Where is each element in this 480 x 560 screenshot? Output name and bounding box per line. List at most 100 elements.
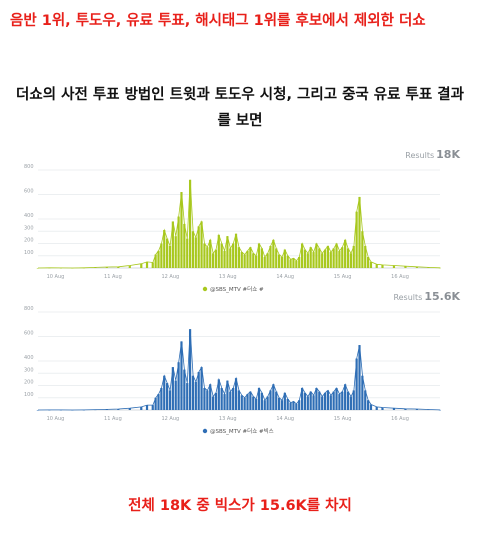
bar [220, 387, 223, 410]
series-line [37, 329, 441, 411]
bar [381, 264, 384, 268]
x-tick-label: 16 Aug [391, 416, 409, 422]
bar [332, 391, 335, 410]
results-label: Results [393, 293, 423, 302]
bar [286, 398, 289, 410]
bar [289, 259, 292, 268]
bar [315, 243, 318, 268]
bar [361, 231, 364, 268]
x-tick-label: 13 Aug [219, 274, 237, 280]
bar [232, 243, 235, 268]
bar [292, 258, 295, 268]
bar [174, 380, 177, 410]
y-tick-label: 300 [24, 367, 34, 373]
bar [344, 239, 347, 268]
results-total: Results 18K [405, 148, 460, 161]
bar [272, 239, 275, 268]
bar [272, 384, 275, 410]
y-tick-label: 800 [24, 164, 34, 170]
bar [246, 394, 249, 410]
bar [329, 252, 332, 268]
bar [358, 196, 361, 268]
bar [214, 392, 218, 410]
x-tick-label: 12 Aug [161, 274, 179, 280]
bar [329, 395, 332, 410]
bar [349, 253, 352, 268]
chart-vixx-svg: 100 200 300 400 600 800 10 Aug 11 Aug 12 Aug 13 A… [24, 306, 441, 435]
y-tick-label: 600 [24, 189, 34, 195]
bar [404, 266, 407, 268]
bar [180, 192, 183, 268]
bar [326, 245, 330, 268]
x-tick-label: 16 Aug [391, 274, 409, 280]
x-tick-label: 10 Aug [47, 274, 65, 280]
bar [280, 400, 284, 410]
bar [140, 263, 143, 268]
bar [263, 400, 266, 410]
bar [309, 247, 312, 268]
bar [209, 239, 212, 268]
bar [140, 406, 143, 410]
bar [166, 383, 169, 410]
y-tick-label: 400 [24, 355, 34, 361]
bar [174, 236, 177, 268]
y-tick-label: 100 [24, 250, 34, 256]
bar [188, 329, 192, 410]
bar [295, 260, 298, 268]
bar [283, 392, 286, 410]
bar [206, 390, 209, 410]
bar [306, 396, 309, 410]
bar [298, 256, 301, 268]
bar [257, 243, 261, 268]
x-tick-label: 12 Aug [161, 416, 179, 422]
x-tick-label: 10 Aug [47, 416, 65, 422]
bar [415, 266, 419, 268]
bar [269, 245, 272, 268]
bar [275, 248, 278, 268]
x-tick-label: 11 Aug [104, 416, 122, 422]
x-tick-label: 14 Aug [276, 274, 294, 280]
bar [303, 249, 307, 268]
bar [364, 390, 367, 410]
bar [263, 256, 266, 268]
bar [177, 216, 180, 268]
bar [404, 408, 407, 410]
series-line [37, 179, 441, 269]
bar [168, 390, 172, 410]
bar [318, 391, 321, 410]
bar [306, 253, 309, 268]
y-tick-label: 200 [24, 238, 34, 244]
bar [246, 250, 249, 268]
bar [117, 409, 120, 410]
bar [151, 405, 154, 410]
bar [321, 396, 324, 410]
bar [200, 367, 203, 410]
bar [338, 250, 341, 268]
bar [226, 236, 229, 268]
bar [278, 254, 281, 268]
bar [367, 400, 370, 410]
bar [209, 384, 212, 410]
bar [171, 367, 174, 410]
headline: 음반 1위, 투도우, 유료 투표, 해시태그 1위를 후보에서 제외한 더쇼 [10, 13, 426, 29]
bar [349, 396, 352, 410]
y-tick-label: 200 [24, 380, 34, 386]
bar [312, 395, 315, 410]
bar [117, 266, 120, 268]
bar [186, 383, 189, 410]
bar [375, 264, 378, 268]
bar [105, 267, 108, 268]
x-tick-label: 15 Aug [334, 274, 352, 280]
x-tick-label: 11 Aug [104, 274, 122, 280]
bar [269, 390, 272, 410]
bar [214, 249, 218, 268]
x-tick-label: 13 Aug [219, 416, 237, 422]
bar [240, 395, 243, 410]
bar [191, 231, 195, 268]
chart-total: Results 18K 100 200 300 400 600 800 10 Aug 11 Au… [20, 148, 460, 296]
legend-label: @SBS_MTV #더쇼 # [210, 285, 264, 293]
bar [36, 410, 39, 411]
bar [226, 380, 229, 410]
bar [352, 390, 355, 410]
bar [255, 255, 258, 268]
